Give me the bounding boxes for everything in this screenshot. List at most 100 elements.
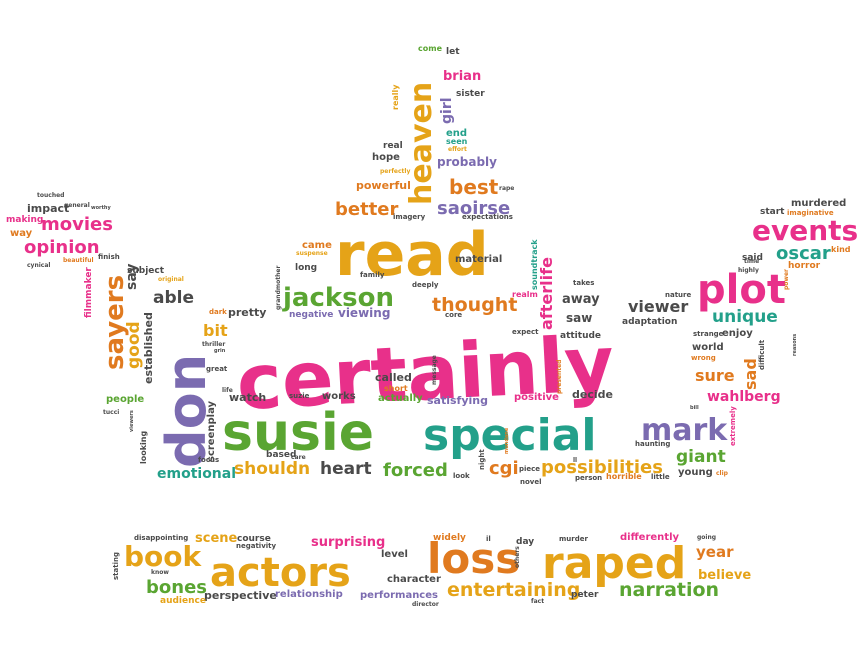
word-nature: nature — [665, 291, 691, 299]
word-end: end — [446, 128, 467, 139]
word-world: world — [692, 342, 724, 353]
word-certainly: certainly — [235, 318, 617, 427]
word-viewers: viewers — [129, 410, 135, 432]
word-best: best — [449, 175, 499, 199]
word-imaginative: imaginative — [787, 209, 834, 217]
word-filmmaker: filmmaker — [84, 267, 94, 318]
word-better: better — [335, 199, 399, 220]
word-disappointing: disappointing — [134, 534, 188, 542]
word-relationship: relationship — [275, 589, 343, 600]
word-presented: presented — [556, 360, 563, 394]
word-forced: forced — [383, 460, 448, 481]
word-takes: takes — [573, 279, 594, 287]
word-heaven: heaven — [404, 82, 439, 205]
word-murdered: murdered — [791, 198, 846, 209]
word-away: away — [562, 292, 600, 307]
word-actors: actors — [210, 550, 351, 596]
word-come: come — [418, 44, 443, 53]
word-strange: strange — [693, 330, 724, 338]
word-really: really — [391, 84, 400, 110]
word-probably: probably — [437, 155, 497, 169]
word-rape: rape — [499, 185, 514, 192]
word-works: works — [322, 391, 356, 402]
word-highly: highly — [738, 267, 759, 274]
word-level: level — [381, 549, 408, 560]
word-pretty: pretty — [228, 306, 266, 319]
word-difficult: difficult — [758, 339, 766, 370]
word-original: original — [158, 276, 184, 283]
word-fact: fact — [531, 598, 544, 605]
word-mark: mark — [641, 413, 728, 448]
word-novel: novel — [520, 478, 542, 486]
word-thriller: thriller — [202, 341, 225, 348]
word-sayers: sayers — [100, 275, 130, 370]
word-scene: scene — [195, 531, 238, 546]
word-susie: susie — [222, 403, 374, 463]
word-said: said — [742, 253, 763, 263]
word-real: real — [383, 141, 403, 151]
word-decide: decide — [572, 388, 613, 401]
word-widely: widely — [433, 533, 466, 543]
word-grandmother: grandmother — [275, 266, 282, 310]
word-soundtrack: soundtrack — [530, 239, 539, 290]
word-beautiful: beautiful — [63, 257, 94, 264]
word-positive: positive — [514, 392, 559, 403]
word-unique: unique — [712, 307, 778, 327]
word-person: person — [575, 474, 602, 482]
word-know: know — [151, 569, 169, 576]
word-negativity: negativity — [236, 542, 277, 550]
word-audience: audience — [160, 596, 206, 606]
word-plot: plot — [697, 267, 786, 313]
word-piece: piece — [519, 465, 540, 473]
word-attitude: attitude — [560, 331, 601, 341]
word-long: long — [295, 263, 317, 273]
word-possibilities: possibilities — [541, 457, 663, 478]
word-performances: performances — [360, 590, 438, 601]
word-expect: expect — [512, 328, 539, 336]
word-touched: touched — [37, 192, 64, 199]
word-night: night — [478, 449, 486, 470]
word-murder: murder — [559, 535, 588, 543]
word-hope: hope — [372, 152, 400, 163]
word-making: making — [6, 215, 43, 225]
word-horror: horror — [788, 261, 821, 271]
word-bill: bill — [690, 405, 699, 411]
word-heart: heart — [320, 459, 372, 479]
word-don: don — [155, 354, 218, 468]
word-negative: negative — [289, 310, 333, 320]
word-looking: looking — [139, 431, 148, 464]
word-reasons: reasons — [792, 334, 798, 356]
word-realm: realm — [512, 290, 538, 299]
word-il: il — [486, 535, 491, 543]
word-young: young — [678, 467, 713, 478]
word-surprising: surprising — [311, 535, 385, 550]
word-events: events — [752, 214, 858, 247]
word-bones: bones — [146, 577, 207, 598]
word-afterlife: afterlife — [537, 257, 556, 330]
word-little: little — [651, 473, 670, 481]
word-raped: raped — [542, 538, 686, 589]
word-viewer: viewer — [628, 297, 688, 316]
word-enjoy: enjoy — [722, 328, 753, 339]
word-actually: actually — [378, 393, 423, 404]
word-differently: differently — [620, 532, 680, 543]
word-wrong: wrong — [691, 354, 716, 362]
word-seen: seen — [446, 137, 468, 146]
word-say: say — [124, 264, 140, 290]
word-based: based — [266, 450, 296, 460]
word-giant: giant — [676, 447, 726, 467]
word-subject: subject — [127, 266, 165, 276]
word-life: life — [222, 387, 233, 394]
word-expectations: expectations — [462, 213, 513, 221]
word-imagery: imagery — [393, 213, 426, 221]
word-message: message — [431, 355, 438, 385]
word-thought: thought — [432, 294, 517, 316]
word-suzie: suzie — [289, 392, 310, 400]
word-saoirse: saoirse — [437, 198, 510, 219]
word-suspense: suspense — [296, 250, 328, 257]
word-established: established — [142, 312, 155, 384]
word-narration: narration — [619, 579, 719, 601]
word-grin: grin — [214, 348, 226, 354]
word-look: look — [453, 472, 470, 480]
